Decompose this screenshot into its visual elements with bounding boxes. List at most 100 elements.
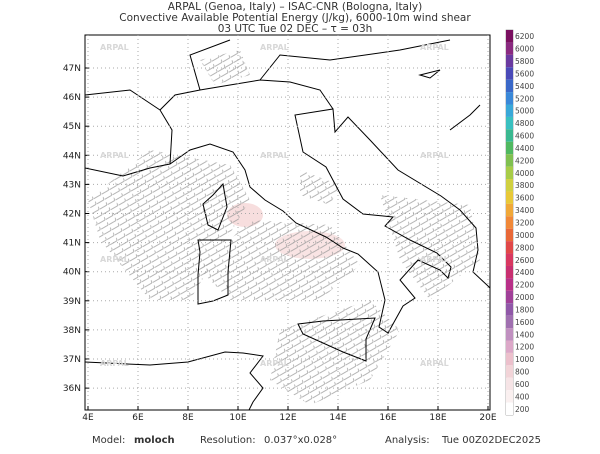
colorbar-label: 5800 [515,57,534,66]
footer-label: Model: [92,435,125,446]
colorbar-label: 1200 [515,343,534,352]
colorbar-label: 5400 [515,82,534,91]
colorbar-label: 3800 [515,181,534,190]
title-line: 03 UTC Tue 02 DEC – τ = 03h [218,23,373,35]
lon-label: 20E [479,413,496,423]
corsica [202,182,228,231]
colorbar-segment [506,228,513,242]
watermark: ARPAL [420,43,449,52]
colorbar-label: 5000 [515,107,534,116]
lat-label: 42N [63,210,81,220]
sicily [297,317,376,362]
colorbar-label: 3600 [515,194,534,203]
colorbar-label: 800 [515,368,530,377]
lat-label: 46N [63,93,81,103]
colorbar-segment [506,390,513,403]
watermark: ARPAL [420,255,449,264]
colorbar-label: 4600 [515,132,534,141]
lat-label: 40N [63,268,81,278]
footer-label: Analysis: [385,435,430,446]
colorbar-segment [506,79,513,93]
coastline [85,108,490,334]
colorbar-segment [506,340,513,353]
colorbar-label: 2800 [515,243,534,252]
colorbar-label: 6000 [515,45,534,54]
colorbar-segment [506,328,513,341]
colorbar-segment [506,129,513,142]
colorbar-label: 6200 [515,32,534,41]
lat-label: 38N [63,326,81,336]
colorbar-segment [506,253,513,266]
colorbar-label: 200 [515,405,530,414]
colorbar-segment [506,141,513,155]
colorbar-segment [506,241,513,254]
colorbar-segment [506,203,513,217]
colorbar-segment [506,290,513,304]
colorbar-segment [506,315,513,329]
colorbar-segment [506,377,513,391]
lat-label: 36N [63,384,81,394]
colorbar-label: 600 [515,380,530,389]
watermark: ARPAL [420,359,449,368]
lake [418,69,481,131]
lat-label: 37N [63,355,81,365]
colorbar-label: 2200 [515,281,534,290]
colorbar-segment [506,154,513,167]
colorbar-label: 2400 [515,268,534,277]
colorbar-label: 4200 [515,156,534,165]
footer-value: 0.037°x0.028° [264,435,337,446]
colorbar-segment [506,67,513,80]
africa-coast [85,351,264,410]
colorbar-label: 3400 [515,206,534,215]
colorbar-label: 4400 [515,144,534,153]
colorbar-label: 1000 [515,355,534,364]
colorbar-segment [506,352,513,366]
colorbar-segment [506,42,513,55]
colorbar-segment [506,191,513,204]
watermark: ARPAL [100,43,129,52]
colorbar-label: 4800 [515,119,534,128]
colorbar-label: 3000 [515,231,534,240]
colorbar-label: 400 [515,392,530,401]
colorbar-segment [506,30,513,43]
colorbar-label: 1400 [515,330,534,339]
footer-value: moloch [134,435,175,446]
map [85,39,490,410]
lat-label: 39N [63,297,81,307]
lat-label: 41N [63,239,81,249]
footer-label: Resolution: [200,435,256,446]
lon-label: 8E [182,413,194,423]
colorbar-segment [506,54,513,68]
colorbar-label: 2000 [515,293,534,302]
lat-label: 47N [63,64,81,74]
lon-label: 14E [329,413,346,423]
watermark: ARPAL [420,151,449,160]
colorbar-segment [506,365,513,378]
colorbar-label: 2600 [515,256,534,265]
colorbar-label: 1600 [515,318,534,327]
colorbar-segment [506,216,513,229]
watermark: ARPAL [100,151,129,160]
watermark: ARPAL [260,43,289,52]
colorbar-label: 5200 [515,94,534,103]
lon-label: 10E [229,413,246,423]
wind-shear-barbs [88,50,480,405]
watermark: ARPAL [260,151,289,160]
watermark: ARPAL [260,255,289,264]
lat-label: 44N [63,151,81,161]
colorbar-label: 1800 [515,305,534,314]
colorbar-segment [506,402,513,415]
colorbar-segment [506,116,513,130]
lon-label: 18E [429,413,446,423]
colorbar-label: 4000 [515,169,534,178]
colorbar-segment [506,92,513,105]
watermark: ARPAL [100,255,129,264]
lon-label: 16E [379,413,396,423]
colorbar-segment [506,303,513,316]
lon-label: 6E [132,413,144,423]
colorbar-segment [506,179,513,192]
colorbar-segment [506,104,513,117]
colorbar-segment [506,278,513,291]
lon-label: 12E [279,413,296,423]
